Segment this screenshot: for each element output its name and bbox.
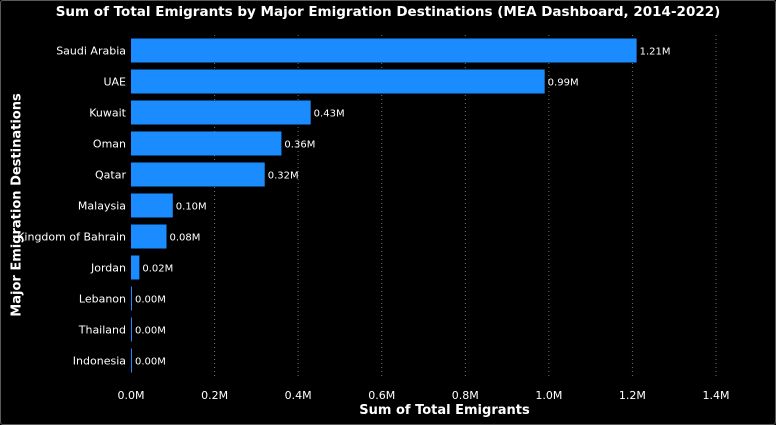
category-label: Kingdom of Bahrain (17, 231, 126, 244)
category-label: Thailand (78, 324, 126, 337)
x-tick-label: 0.0M (118, 389, 145, 402)
bars (131, 38, 637, 373)
data-labels: 1.21M 0.99M 0.43M 0.36M 0.32M 0.10M 0.08M 0.02M… (135, 47, 671, 368)
data-label: 0.32M (268, 171, 299, 182)
x-axis-ticks: 0.0M 0.2M 0.4M 0.6M 0.8M 1.0M 1.2M 1.4M (118, 389, 730, 402)
x-tick-label: 0.2M (201, 389, 228, 402)
x-axis-title: Sum of Total Emigrants (359, 403, 530, 418)
bar (131, 162, 265, 187)
category-label: Saudi Arabia (56, 45, 126, 58)
data-label: 0.00M (135, 326, 166, 337)
category-label: Oman (93, 138, 126, 151)
x-tick-label: 0.6M (368, 389, 395, 402)
bar (131, 255, 140, 280)
data-label: 0.08M (170, 233, 201, 244)
x-tick-label: 1.0M (535, 389, 562, 402)
chart-title: Sum of Total Emigrants by Major Emigrati… (55, 4, 721, 20)
bar (131, 193, 173, 218)
data-label: 0.99M (548, 78, 579, 89)
bar (131, 317, 132, 342)
data-label: 0.00M (135, 295, 166, 306)
x-tick-label: 0.8M (452, 389, 479, 402)
x-tick-label: 1.2M (619, 389, 646, 402)
category-label: Lebanon (79, 293, 126, 306)
data-label: 0.00M (135, 357, 166, 368)
bar (131, 100, 311, 125)
category-label: Jordan (90, 262, 126, 275)
data-label: 1.21M (640, 47, 671, 58)
bar (131, 131, 282, 156)
data-label: 0.10M (176, 202, 207, 213)
category-label: Kuwait (89, 107, 126, 120)
bar (131, 224, 167, 249)
bar (131, 348, 132, 373)
data-label: 0.43M (314, 109, 345, 120)
bar (131, 286, 132, 311)
category-label: UAE (103, 76, 126, 89)
bar (131, 38, 637, 63)
bar (131, 69, 545, 94)
x-tick-label: 0.4M (285, 389, 312, 402)
x-tick-label: 1.4M (703, 389, 730, 402)
data-label: 0.36M (284, 140, 315, 151)
data-label: 0.02M (142, 264, 173, 275)
category-label: Malaysia (78, 200, 126, 213)
category-label: Indonesia (73, 355, 126, 368)
category-labels: Saudi Arabia UAE Kuwait Oman Qatar Malaysia Ki… (17, 45, 126, 368)
category-label: Qatar (95, 169, 126, 182)
